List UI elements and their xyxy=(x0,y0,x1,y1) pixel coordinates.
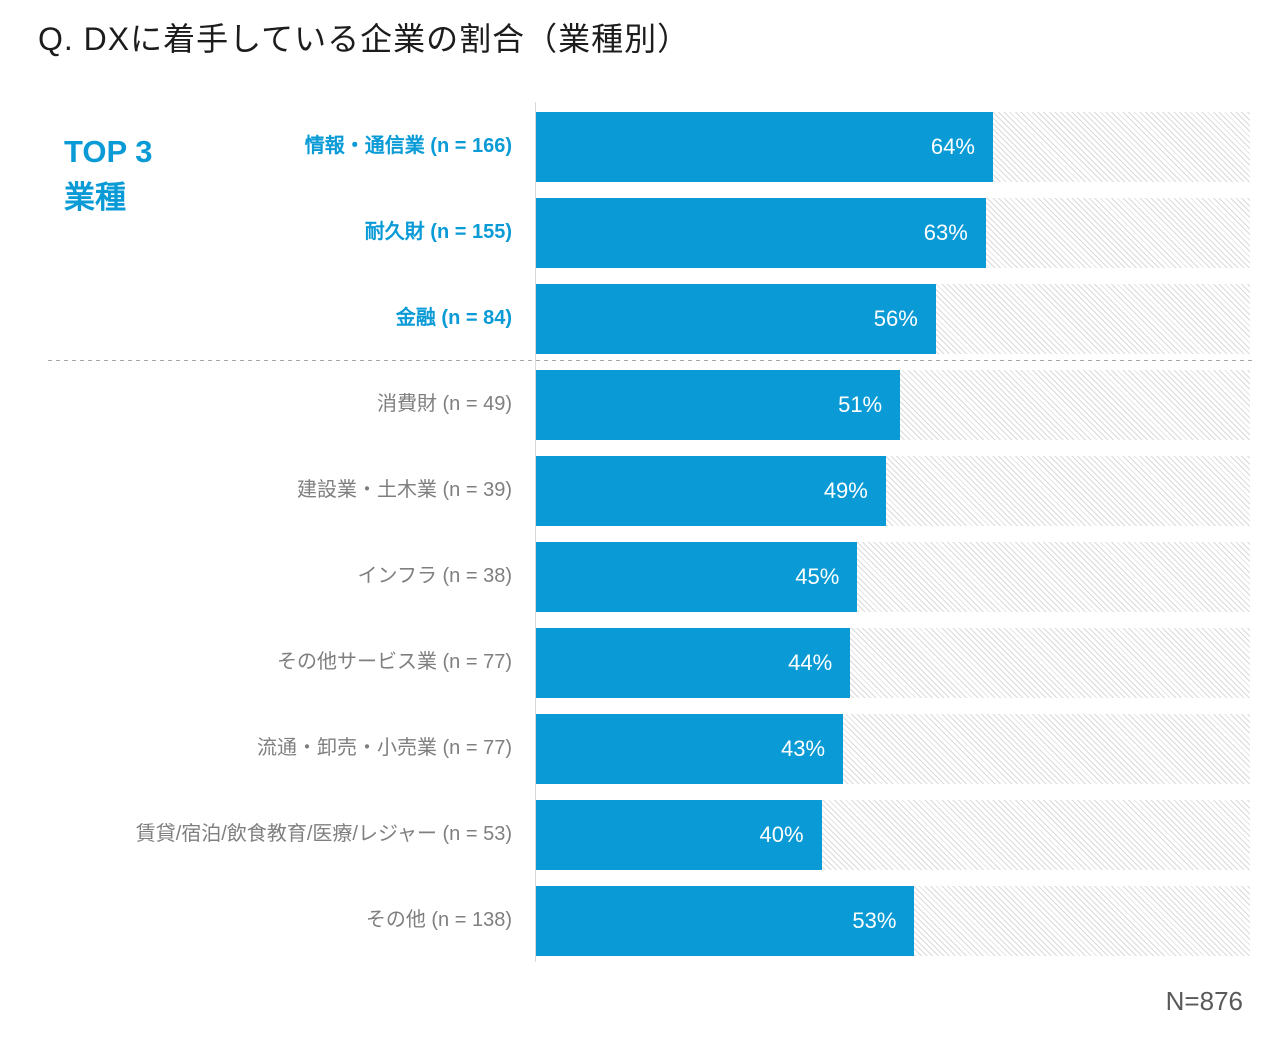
page-title: Q. DXに着手している企業の割合（業種別） xyxy=(38,21,691,57)
bar-track: 45% xyxy=(536,542,1250,612)
bar-fill: 43% xyxy=(536,714,844,784)
bar-fill: 51% xyxy=(536,370,901,440)
category-label: 耐久財 (n = 155) xyxy=(364,221,512,243)
chart-rows: 情報・通信業 (n = 166) 64% 耐久財 (n = 155) 63% 金融 (n… xyxy=(0,102,1250,962)
top3-label-line2: 業種 xyxy=(64,180,126,215)
category-label: インフラ (n = 38) xyxy=(357,565,512,587)
top3-label-line1: TOP 3 xyxy=(64,134,153,169)
category-label: 流通・卸売・小売業 (n = 77) xyxy=(256,737,512,759)
bar-track: 49% xyxy=(536,456,1250,526)
bar-value-label: 44% xyxy=(788,650,833,675)
chart-row-1: 情報・通信業 (n = 166) 64% xyxy=(0,102,1250,188)
bar-value-label: 64% xyxy=(930,134,975,159)
bar-fill: 44% xyxy=(536,628,851,698)
bar-value-label: 49% xyxy=(823,478,868,503)
bar-track: 56% xyxy=(536,284,1250,354)
chart-row-7: その他サービス業 (n = 77) 44% xyxy=(0,618,1250,704)
total-n-label: N=876 xyxy=(1165,986,1243,1016)
bar-fill: 53% xyxy=(536,886,915,956)
chart-row-8: 流通・卸売・小売業 (n = 77) 43% xyxy=(0,704,1250,790)
bar-value-label: 63% xyxy=(923,220,968,245)
bar-value-label: 51% xyxy=(838,392,883,417)
bar-fill: 64% xyxy=(536,112,993,182)
bar-value-label: 56% xyxy=(873,306,918,331)
bar-track: 51% xyxy=(536,370,1250,440)
bar-track: 53% xyxy=(536,886,1250,956)
chart-row-9: 賃貸/宿泊/飲食教育/医療/レジャー (n = 53) 40% xyxy=(0,790,1250,876)
bar-value-label: 43% xyxy=(780,736,826,761)
category-label: 賃貸/宿泊/飲食教育/医療/レジャー (n = 53) xyxy=(135,823,512,845)
bar-value-label: 40% xyxy=(759,822,804,847)
bar-track: 63% xyxy=(536,198,1250,268)
bar-fill: 45% xyxy=(536,542,858,612)
bar-track: 43% xyxy=(536,714,1250,784)
bar-track: 44% xyxy=(536,628,1250,698)
category-label: その他 (n = 138) xyxy=(365,909,512,931)
category-label: その他サービス業 (n = 77) xyxy=(276,651,512,673)
chart-row-3: 金融 (n = 84) 56% xyxy=(0,274,1250,360)
chart-row-10: その他 (n = 138) 53% xyxy=(0,876,1250,962)
bar-track: 40% xyxy=(536,800,1250,870)
chart-row-5: 建設業・土木業 (n = 39) 49% xyxy=(0,446,1250,532)
top3-label: TOP 3 業種 xyxy=(64,129,152,221)
category-label: 建設業・土木業 (n = 39) xyxy=(296,479,512,501)
axis-line xyxy=(535,102,536,962)
chart-row-6: インフラ (n = 38) 45% xyxy=(0,532,1250,618)
category-label: 消費財 (n = 49) xyxy=(376,393,512,415)
bar-fill: 40% xyxy=(536,800,822,870)
bar-fill: 49% xyxy=(536,456,886,526)
chart-row-2: 耐久財 (n = 155) 63% xyxy=(0,188,1250,274)
category-label: 情報・通信業 (n = 166) xyxy=(304,135,512,157)
bar-track: 64% xyxy=(536,112,1250,182)
bar-value-label: 53% xyxy=(852,908,897,933)
category-label: 金融 (n = 84) xyxy=(395,307,512,329)
bar-fill: 56% xyxy=(536,284,936,354)
chart-row-4: 消費財 (n = 49) 51% xyxy=(0,360,1250,446)
bar-value-label: 45% xyxy=(795,564,840,589)
bar-fill: 63% xyxy=(536,198,986,268)
top3-separator-line xyxy=(48,360,1256,361)
